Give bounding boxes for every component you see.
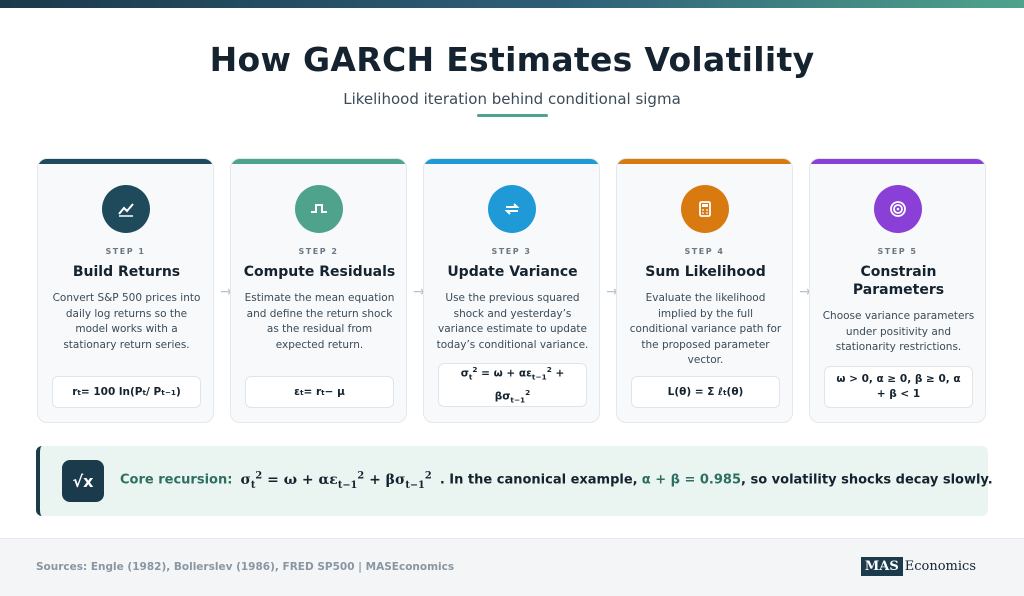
card-top-bar [231, 159, 406, 164]
top-accent-bar [0, 0, 1024, 8]
brand-logo: MAS Economics [860, 557, 976, 576]
card-top-bar [38, 159, 213, 164]
arrow-right-icon: → [220, 284, 232, 300]
persistence-highlight: α + β = 0.985 [641, 472, 742, 488]
footer: Sources: Engle (1982), Bollerslev (1986)… [0, 538, 1024, 596]
card-top-bar [424, 159, 599, 164]
core-recursion-label: Core recursion: [120, 472, 233, 488]
step-label: STEP 1 [105, 247, 146, 256]
step-description: Convert S&P 500 prices into daily log re… [52, 292, 201, 351]
step-description: Evaluate the likelihood implied by the f… [629, 292, 782, 366]
line-chart-icon [102, 185, 150, 233]
step-card-4: STEP 4 Sum Likelihood Evaluate the likel… [616, 158, 793, 423]
step-formula: σt2 = ω + αεt−12 + βσt−12 [438, 363, 587, 407]
arrow-right-icon: → [799, 284, 811, 300]
pulse-wave-icon [295, 185, 343, 233]
step-label: STEP 5 [877, 247, 918, 256]
step-title: Build Returns [72, 264, 181, 280]
square-root-icon: √x [62, 460, 104, 502]
page-subtitle: Likelihood iteration behind conditional … [343, 90, 681, 108]
sources-text: Sources: Engle (1982), Bollerslev (1986)… [36, 561, 455, 573]
target-icon [874, 185, 922, 233]
step-label: STEP 3 [491, 247, 532, 256]
step-card-5: STEP 5 Constrain Parameters Choose varia… [809, 158, 986, 423]
step-formula: L(θ) = Σ ℓ t (θ) [631, 376, 780, 408]
step-card-3: STEP 3 Update Variance Use the previous … [423, 158, 600, 423]
step-description: Choose variance parameters under positiv… [822, 310, 975, 353]
step-title: Sum Likelihood [645, 264, 766, 280]
core-recursion-callout: √x Core recursion: σt2 = ω + αεt−12 + βσ… [36, 446, 993, 516]
step-title: Constrain Parameters [852, 264, 945, 298]
step-label: STEP 2 [298, 247, 339, 256]
arrow-right-icon: → [606, 284, 618, 300]
step-title: Update Variance [447, 264, 578, 280]
calculator-icon [681, 185, 729, 233]
page-title: How GARCH Estimates Volatility [209, 40, 815, 79]
core-recursion-text: Core recursion: σt2 = ω + αεt−12 + βσt−1… [120, 470, 993, 491]
subtitle-underline [477, 114, 548, 117]
step-card-2: STEP 2 Compute Residuals Estimate the me… [230, 158, 407, 423]
card-top-bar [810, 159, 985, 164]
arrow-right-icon: → [413, 284, 425, 300]
step-label: STEP 4 [684, 247, 725, 256]
refresh-arrows-icon [488, 185, 536, 233]
step-formula: ω > 0, α ≥ 0, β ≥ 0, α + β < 1 [824, 366, 973, 408]
card-top-bar [617, 159, 792, 164]
step-description: Estimate the mean equation and define th… [244, 292, 395, 351]
core-recursion-formula: σt2 = ω + αεt−12 + βσt−12 [240, 470, 432, 491]
step-card-1: STEP 1 Build Returns Convert S&P 500 pri… [37, 158, 214, 423]
step-description: Use the previous squared shock and yeste… [436, 292, 589, 351]
step-title: Compute Residuals [243, 264, 396, 280]
